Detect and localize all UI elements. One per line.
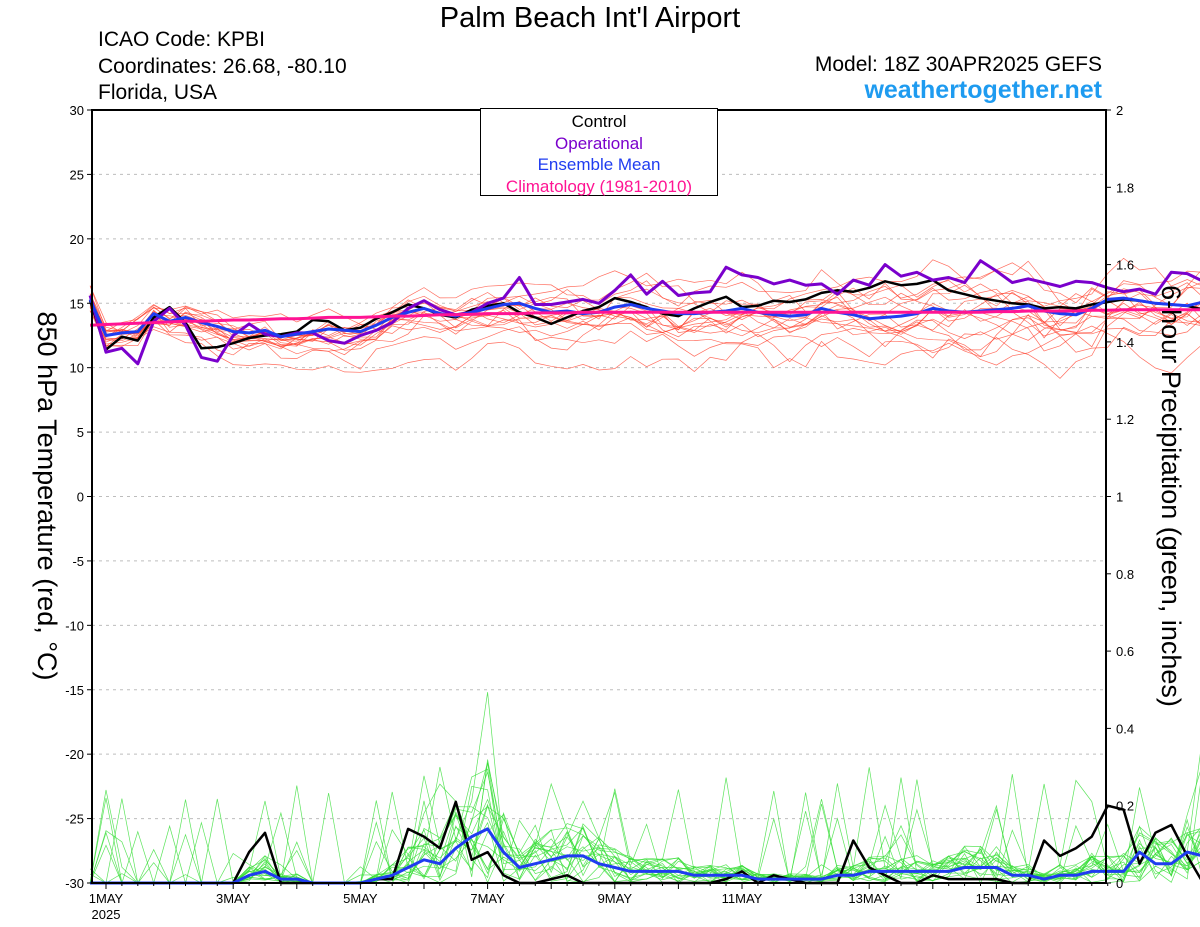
y2-tick-label: 1.2 [1116,412,1134,427]
y-tick-label: -15 [65,683,84,698]
temp-member-line [89,289,1200,359]
precip-member-line [90,782,1200,884]
y2-tick-label: 0 [1116,876,1123,891]
y2-tick-label: 0.4 [1116,721,1134,736]
x-tick-label: 15MAY [976,891,1018,906]
y2-tick-label: 1.6 [1116,258,1134,273]
y2-tick-label: 0.6 [1116,644,1134,659]
y-tick-label: -30 [65,876,84,891]
legend-control: Control [571,112,627,131]
temp-member-line [89,285,1200,379]
y-tick-label: 0 [77,490,84,505]
y2-tick-label: 0.8 [1116,567,1134,582]
x-tick-label: 7MAY [470,891,505,906]
x-year-label: 2025 [92,907,121,922]
x-tick-label: 3MAY [216,891,251,906]
precip-member-line [90,777,1200,884]
precip-member-line [89,762,1200,884]
temp-member-line [89,284,1200,351]
temp-member-line [89,292,1200,369]
region: Florida, USA [98,81,218,104]
series-lines [88,259,1200,885]
y-tick-label: 25 [70,167,84,182]
axis-ticks: 302520151050-5-10-15-20-25-3021.81.61.41… [65,103,1134,922]
y2-tick-label: 1.8 [1116,180,1134,195]
coordinates: Coordinates: 26.68, -80.10 [98,55,347,78]
y-tick-label: 5 [77,425,84,440]
temp-member-line [89,280,1200,345]
legend-operational: Operational [555,133,643,153]
y-tick-label: 20 [70,232,84,247]
x-tick-label: 1MAY [89,891,124,906]
y-axis-title: 850 hPa Temperature (red, °C) [32,312,62,681]
y-tick-label: -25 [65,812,84,827]
legend: Control Operational Ensemble Mean Climat… [480,108,718,196]
x-tick-label: 9MAY [598,891,633,906]
precip-ensemble-mean-line [90,827,1200,885]
legend-climatology: Climatology (1981-2010) [505,176,693,196]
precip-member-line [90,692,1200,884]
y2-tick-label: 2 [1116,103,1123,118]
y2-tick-label: 0.2 [1116,799,1134,814]
temp-operational-line [88,259,1200,366]
model-run: Model: 18Z 30APR2025 GEFS [814,53,1102,76]
x-tick-label: 13MAY [848,891,890,906]
y-tick-label: -20 [65,747,84,762]
precip-member-line [89,759,1200,884]
legend-ensemble-mean: Ensemble Mean [537,155,661,174]
site-link[interactable]: weathertogether.net [864,76,1102,104]
temp-member-line [89,270,1200,359]
temp-member-line [89,282,1200,374]
chart-title: Palm Beach Int'l Airport [439,2,741,34]
precip-member-line [90,771,1200,884]
y2-axis-title: 6-hour Precipitation (green, inches) [1156,285,1186,707]
y2-tick-label: 1.4 [1116,335,1134,350]
x-tick-label: 11MAY [722,891,763,906]
temp-member-line [89,282,1200,370]
temp-climatology-line [90,308,1200,327]
icao-code: ICAO Code: KPBI [98,28,265,51]
x-tick-label: 5MAY [343,891,378,906]
y-tick-label: 15 [70,296,84,311]
y2-tick-label: 1 [1116,490,1123,505]
temp-member-line [89,262,1200,350]
y-tick-label: -10 [65,618,84,633]
y-tick-label: 10 [70,361,84,376]
y-tick-label: 30 [70,103,84,118]
y-tick-label: -5 [72,554,84,569]
temp-ensemble-mean-line [88,296,1200,339]
precip-member-line [90,779,1200,884]
